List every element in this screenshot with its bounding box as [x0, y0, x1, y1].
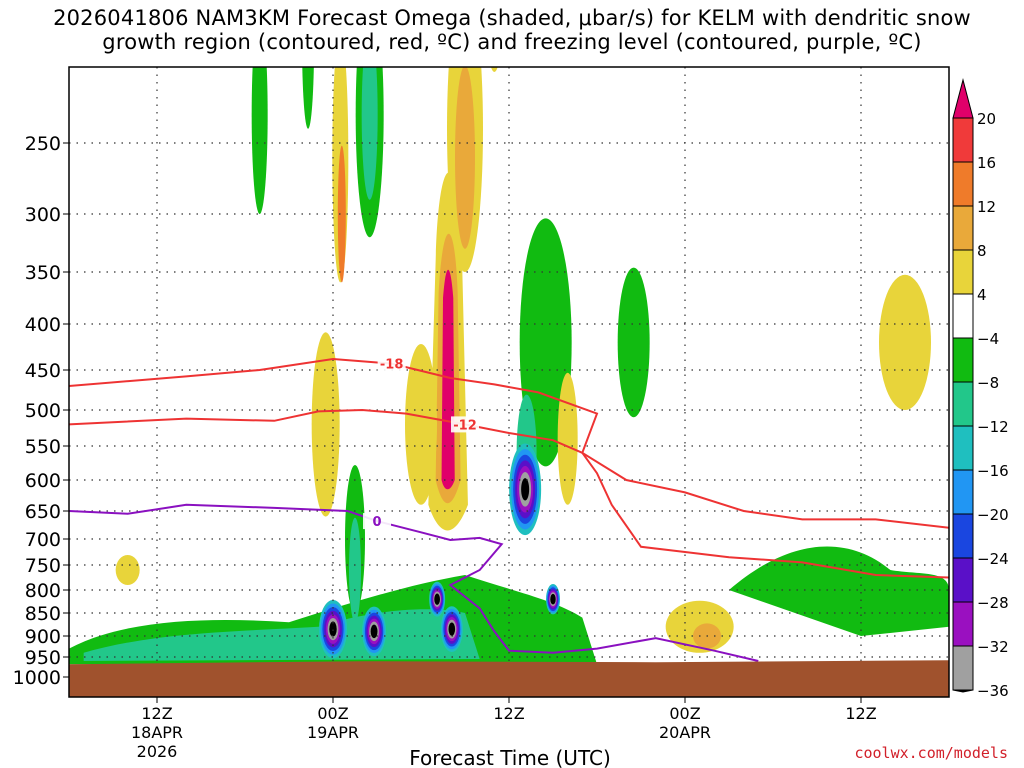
ascent-column-lower-inner: [349, 517, 361, 623]
y-tick-label-1000: 1000: [13, 667, 61, 689]
y-tick-label-850: 850: [25, 603, 61, 625]
colorbar-label-8: −16: [977, 462, 1009, 480]
chart-title-line2: growth region (contoured, red, ºC) and f…: [102, 30, 922, 54]
colorbar-label-4: 4: [977, 286, 987, 304]
ascent-core-03z-ring-6: [370, 624, 378, 639]
ascent-core-12z-ring-6: [521, 478, 530, 501]
descent-upper-b-core: [455, 67, 475, 249]
colorbar-label-9: −20: [977, 506, 1009, 524]
y-tick-label-300: 300: [25, 204, 61, 226]
dendritic-contour-0-line: [69, 357, 949, 529]
y-tick-label-600: 600: [25, 470, 61, 492]
x-tick-label-18-1: 19APR: [307, 723, 359, 742]
colorbar-box-10: [952, 513, 974, 559]
ascent-streak-b: [302, 67, 314, 129]
colorbar-label-5: −4: [977, 330, 999, 348]
descent-low-left: [115, 555, 140, 585]
y-tick-label-800: 800: [25, 580, 61, 602]
ascent-column-12z: [519, 218, 572, 467]
dendritic-contour-0-label: -18: [380, 358, 404, 373]
colorbar-box-1: [952, 117, 974, 163]
descent-top: [490, 67, 498, 72]
y-tick-label-900: 900: [25, 626, 61, 648]
omega-shaded-field: [69, 67, 949, 665]
x-axis-label: Forecast Time (UTC): [409, 746, 611, 768]
contour-lines: -18 -12 0: [69, 355, 949, 662]
y-tick-label-400: 400: [25, 314, 61, 336]
colorbar-box-12: [952, 601, 974, 647]
dendritic-contour-0-label-bg: [377, 355, 406, 372]
colorbar-box-8: [952, 425, 974, 471]
ascent-core-07z-ring-6: [434, 593, 440, 605]
freezing-contour-0-line: [69, 503, 759, 662]
colorbar-label-1: 16: [977, 154, 996, 172]
terrain-fill: [69, 660, 949, 697]
dendritic-contour-1-line: [69, 408, 949, 579]
x-tick-label-42-1: 20APR: [659, 723, 711, 742]
y-tick-label-450: 450: [25, 360, 61, 382]
colorbar-label-3: 8: [977, 242, 987, 260]
y-tick-label-950: 950: [25, 647, 61, 669]
colorbar-bottom-arrow: [952, 689, 974, 693]
colorbar-label-2: 12: [977, 198, 996, 216]
credit-link[interactable]: coolwx.com/models: [854, 744, 1008, 762]
descent-right-mid: [879, 274, 931, 410]
colorbar-box-7: [952, 381, 974, 427]
dotted-grid: [69, 67, 949, 697]
x-tick-label-42-0: 00Z: [669, 704, 700, 723]
y-tick-label-650: 650: [25, 501, 61, 523]
colorbar-box-6: [952, 337, 974, 383]
colorbar-box-3: [952, 205, 974, 251]
colorbar-label-13: −36: [977, 682, 1009, 700]
descent-mid-a: [311, 332, 340, 517]
x-tick-label-30-0: 12Z: [493, 704, 524, 723]
colorbar-label-11: −28: [977, 594, 1009, 612]
y-tick-label-350: 350: [25, 262, 61, 284]
ascent-streak-a: [251, 67, 268, 214]
terrain-surface: [69, 660, 949, 697]
y-tick-label-500: 500: [25, 400, 61, 422]
x-tick-label-6-2: 2026: [137, 742, 178, 761]
colorbar-box-5: [952, 293, 974, 339]
descent-core-max: [441, 269, 455, 490]
colorbar-box-13: [952, 645, 974, 691]
descent-mid-b: [405, 344, 437, 505]
colorbar-label-6: −8: [977, 374, 999, 392]
y-tick-label-550: 550: [25, 436, 61, 458]
ascent-region-right: [729, 546, 949, 636]
ascent-region-c: [617, 267, 650, 418]
colorbar-label-10: −24: [977, 550, 1009, 568]
dendritic-contour-1-label: -12: [453, 418, 477, 433]
y-tick-label-250: 250: [25, 133, 61, 155]
colorbar-label-7: −12: [977, 418, 1009, 436]
pressure-axis: 2503003504004505005506006507007508008509…: [13, 133, 69, 689]
colorbar-box-11: [952, 557, 974, 603]
ascent-column-upper-inner: [361, 67, 378, 200]
omega-colorbar: 20 16 12 8 4 −4 −8 −12 −16 −20 −24 −28 −32 −36: [952, 78, 1009, 700]
descent-upper-a-core: [337, 145, 346, 283]
y-tick-label-750: 750: [25, 555, 61, 577]
x-tick-label-6-0: 12Z: [141, 704, 172, 723]
chart-title-line1: 2026041806 NAM3KM Forecast Omega (shaded…: [53, 6, 971, 30]
ascent-core-15z-ring-6: [550, 593, 556, 605]
colorbar-box-9: [952, 469, 974, 515]
descent-mid-c: [557, 372, 578, 505]
ascent-core-09z-ring-6: [448, 622, 456, 636]
colorbar-box-4: [952, 249, 974, 295]
y-tick-label-700: 700: [25, 529, 61, 551]
freezing-contour-0-label-bg: [363, 513, 391, 530]
colorbar-box-2: [952, 161, 974, 207]
colorbar-label-12: −32: [977, 638, 1009, 656]
dendritic-contour-1-label-bg: [451, 416, 479, 433]
x-tick-label-6-1: 18APR: [131, 723, 183, 742]
colorbar-label-0: 20: [977, 110, 996, 128]
ascent-core-00z-ring-6: [329, 621, 337, 637]
x-tick-label-18-0: 00Z: [317, 704, 348, 723]
freezing-contour-0-label: 0: [372, 515, 381, 530]
x-tick-label-54-0: 12Z: [845, 704, 876, 723]
